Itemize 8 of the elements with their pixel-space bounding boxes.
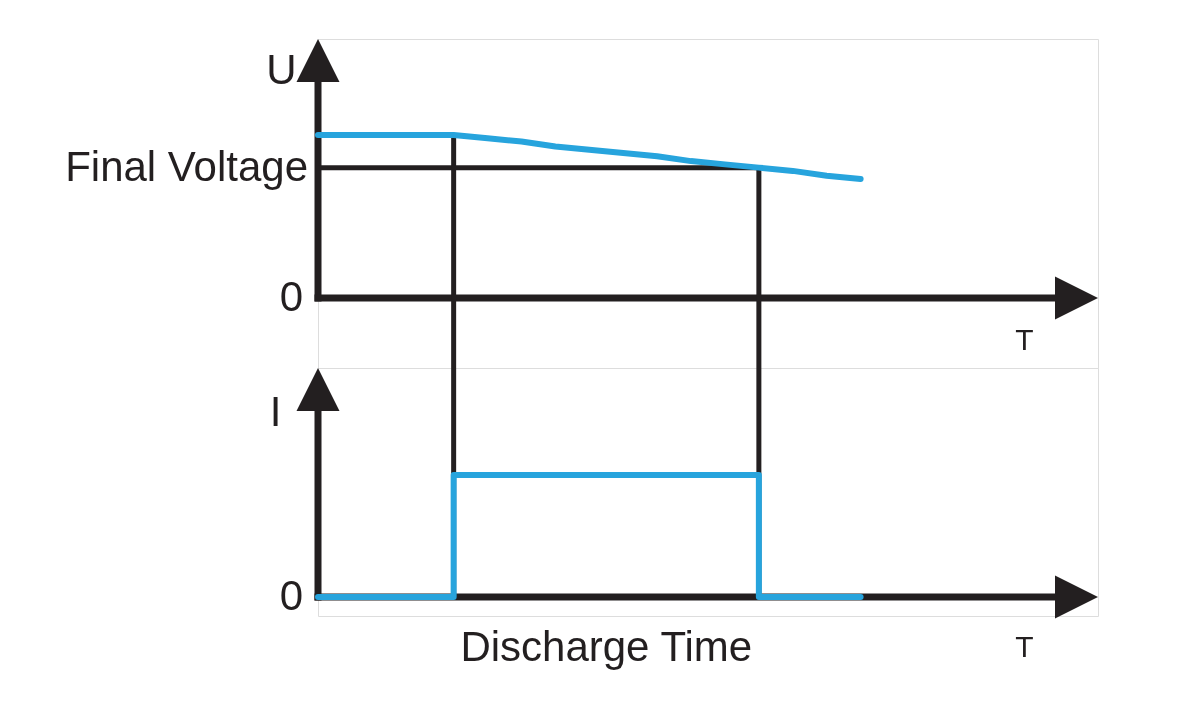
text: 0 (279, 571, 303, 619)
x-axis-title: T (1015, 629, 1034, 663)
ref-line-label: Final Voltage (65, 142, 308, 190)
text: Discharge Time (460, 623, 753, 670)
x-axis-title: T (1015, 322, 1034, 356)
y-axis-title: U (266, 45, 297, 93)
y-axis-title: I (269, 387, 282, 435)
text: 0 (279, 273, 303, 321)
